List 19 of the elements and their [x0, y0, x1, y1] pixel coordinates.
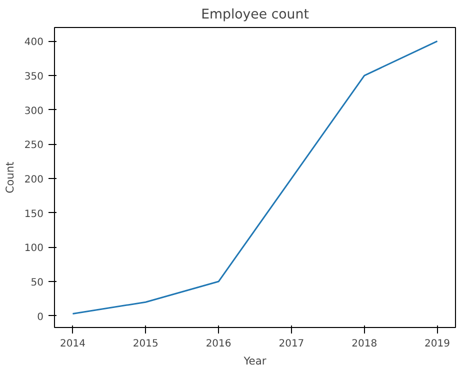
y-tick-label: 100: [24, 243, 44, 254]
x-axis-title: Year: [242, 354, 267, 368]
x-tick-label: 2014: [60, 338, 86, 350]
y-tick-label: 250: [24, 140, 44, 152]
y-tick-label: 350: [24, 72, 44, 83]
x-tick-label: 2016: [206, 338, 232, 350]
y-tick-label: 200: [24, 174, 44, 186]
y-axis-title: Count: [3, 162, 16, 194]
x-tick-label: 2017: [278, 338, 304, 350]
x-tick-label: 2015: [132, 338, 158, 350]
y-tick-label: 300: [24, 106, 44, 117]
y-tick-label: 0: [37, 312, 44, 323]
y-tick-label: 150: [24, 208, 44, 220]
y-tick-label: 50: [30, 278, 44, 289]
chart-title: Employee count: [201, 8, 309, 22]
x-tick-label: 2019: [424, 338, 450, 350]
x-tick-label: 2018: [352, 338, 378, 350]
line-series: [72, 40, 438, 315]
y-tick-label: 400: [24, 37, 44, 48]
